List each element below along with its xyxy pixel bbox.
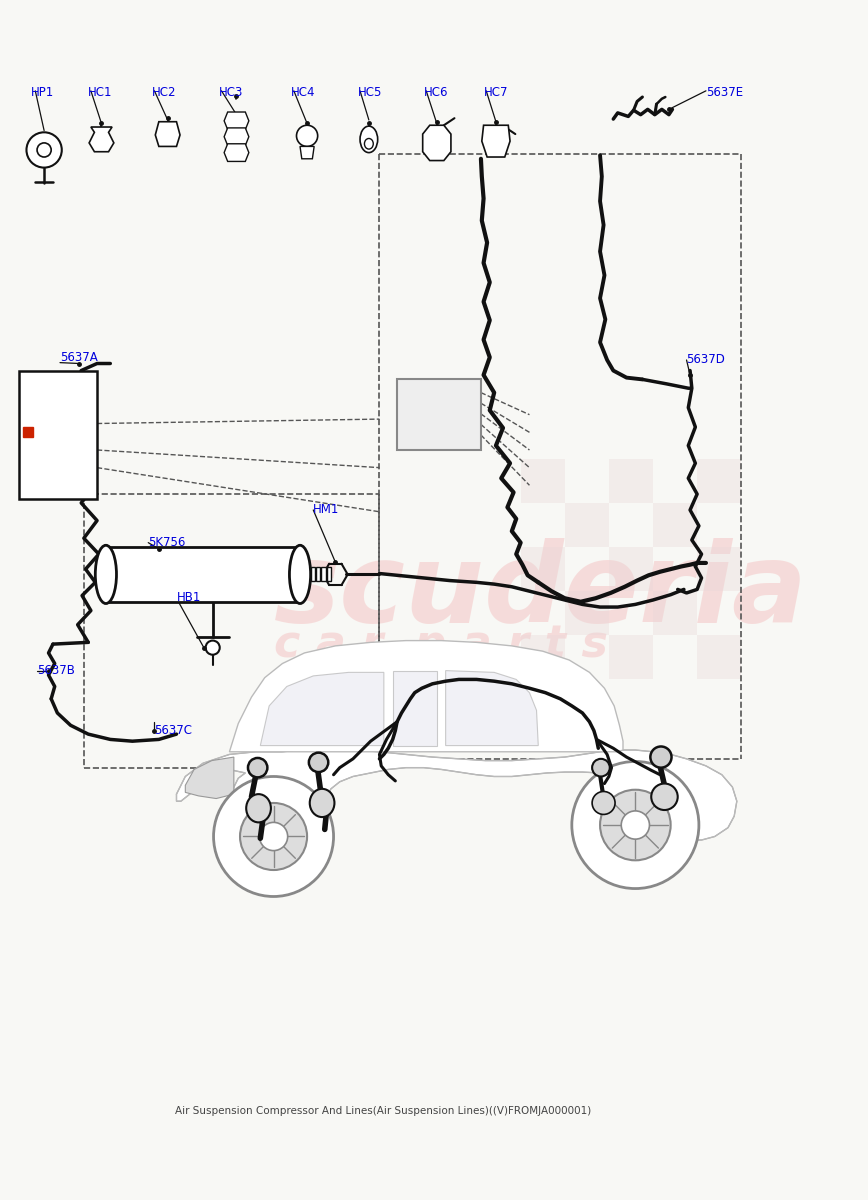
Ellipse shape (310, 788, 334, 817)
Bar (521, 547, 565, 592)
Text: 5637B: 5637B (37, 664, 75, 677)
Circle shape (37, 143, 51, 157)
Text: HC7: HC7 (483, 86, 508, 100)
Polygon shape (445, 671, 538, 745)
Ellipse shape (365, 138, 373, 149)
Text: 5637D: 5637D (687, 353, 726, 366)
Text: HP1: HP1 (31, 86, 54, 100)
Bar (397, 379, 481, 450)
Text: 5637E: 5637E (706, 86, 743, 100)
Circle shape (572, 762, 699, 888)
Circle shape (621, 811, 649, 839)
Circle shape (214, 776, 333, 896)
Circle shape (260, 822, 287, 851)
Bar (326, 568, 331, 582)
Ellipse shape (651, 784, 678, 810)
Ellipse shape (592, 792, 615, 815)
Ellipse shape (247, 794, 271, 822)
Bar (653, 503, 697, 547)
Bar (697, 635, 741, 679)
Polygon shape (224, 144, 249, 162)
Bar (311, 568, 315, 582)
Polygon shape (224, 112, 249, 130)
Polygon shape (224, 128, 249, 145)
Bar (697, 458, 741, 503)
Text: scuderia: scuderia (273, 538, 807, 644)
Ellipse shape (289, 545, 311, 604)
Polygon shape (482, 125, 510, 157)
Bar (106, 547, 300, 601)
Bar (521, 458, 565, 503)
Bar (697, 547, 741, 592)
Polygon shape (176, 749, 737, 842)
Text: HC1: HC1 (89, 86, 113, 100)
Ellipse shape (95, 545, 116, 604)
Circle shape (240, 803, 307, 870)
Polygon shape (392, 671, 437, 745)
Ellipse shape (592, 758, 609, 776)
Text: HB1: HB1 (176, 592, 201, 604)
Polygon shape (260, 672, 384, 745)
Text: HC4: HC4 (291, 86, 316, 100)
Text: HC2: HC2 (152, 86, 176, 100)
Bar (608, 458, 653, 503)
Circle shape (26, 132, 62, 168)
Polygon shape (423, 125, 450, 161)
Ellipse shape (360, 126, 378, 152)
Bar (321, 568, 326, 582)
Text: Air Suspension Compressor And Lines(Air Suspension Lines)((V)FROMJA000001): Air Suspension Compressor And Lines(Air … (174, 1106, 591, 1116)
Polygon shape (89, 127, 114, 151)
Bar (521, 635, 565, 679)
Ellipse shape (309, 752, 328, 772)
Text: c a r  p a r t s: c a r p a r t s (273, 623, 608, 666)
Circle shape (600, 790, 671, 860)
Ellipse shape (248, 758, 267, 778)
Polygon shape (300, 146, 314, 158)
Bar (316, 568, 320, 582)
Text: HM1: HM1 (313, 503, 339, 516)
Text: HC5: HC5 (358, 86, 382, 100)
Text: 5K756: 5K756 (148, 536, 186, 550)
Text: HC3: HC3 (219, 86, 243, 100)
Circle shape (297, 125, 318, 146)
Text: 5637A: 5637A (60, 352, 98, 364)
Circle shape (206, 641, 220, 655)
Text: 5637C: 5637C (155, 724, 193, 737)
Text: HC6: HC6 (424, 86, 448, 100)
Bar (565, 503, 608, 547)
Bar (565, 592, 608, 635)
Polygon shape (185, 757, 233, 798)
Bar (608, 635, 653, 679)
Bar (19, 371, 97, 498)
Bar (608, 547, 653, 592)
Ellipse shape (650, 746, 672, 768)
Polygon shape (155, 121, 180, 146)
Bar (653, 592, 697, 635)
Polygon shape (229, 641, 623, 751)
